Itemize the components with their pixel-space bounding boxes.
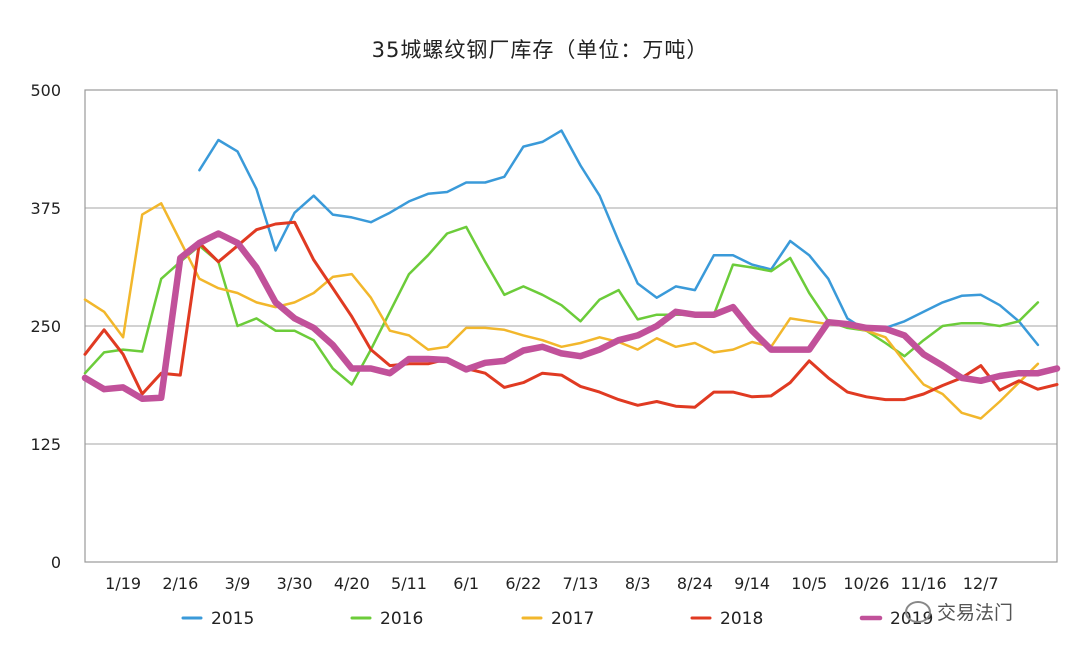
- y-tick-label: 375: [30, 199, 61, 218]
- x-tick-label: 5/11: [391, 574, 427, 593]
- watermark-text: 交易法门: [937, 602, 1014, 624]
- x-tick-label: 8/24: [677, 574, 713, 593]
- chart-title: 35城螺纹钢厂库存（单位：万吨）: [371, 38, 709, 62]
- series-line-2016: [83, 225, 1040, 386]
- legend-label-2017: 2017: [551, 609, 594, 629]
- wechat-icon: [905, 600, 931, 623]
- plot-frame: [84, 89, 1058, 563]
- x-tick-label: 7/13: [563, 574, 599, 593]
- y-tick-label: 500: [30, 81, 61, 100]
- legend-label-2015: 2015: [211, 609, 254, 629]
- x-tick-label: 2/16: [162, 574, 198, 593]
- legend-label-2016: 2016: [380, 609, 423, 629]
- x-tick-label: 3/30: [277, 574, 313, 593]
- x-tick-label: 6/1: [453, 574, 479, 593]
- legend-label-2018: 2018: [720, 609, 763, 629]
- x-tick-label: 9/14: [734, 574, 770, 593]
- watermark: 交易法门: [905, 598, 1013, 625]
- series-line-2018: [83, 220, 1059, 409]
- x-tick-label: 10/5: [791, 574, 827, 593]
- y-tick-label: 125: [30, 435, 61, 454]
- x-tick-label: 12/7: [963, 574, 999, 593]
- series-line-2015: [198, 129, 1040, 347]
- x-tick-label: 8/3: [625, 574, 651, 593]
- x-tick-label: 4/20: [334, 574, 370, 593]
- x-tick-label: 3/9: [225, 574, 251, 593]
- y-tick-label: 0: [51, 553, 61, 572]
- series-line-2019: [81, 230, 1061, 402]
- x-tick-label: 11/16: [901, 574, 947, 593]
- y-tick-label: 250: [30, 317, 61, 336]
- x-tick-label: 6/22: [505, 574, 541, 593]
- series-line-2017: [83, 202, 1040, 420]
- x-tick-label: 10/26: [843, 574, 889, 593]
- x-tick-label: 1/19: [105, 574, 141, 593]
